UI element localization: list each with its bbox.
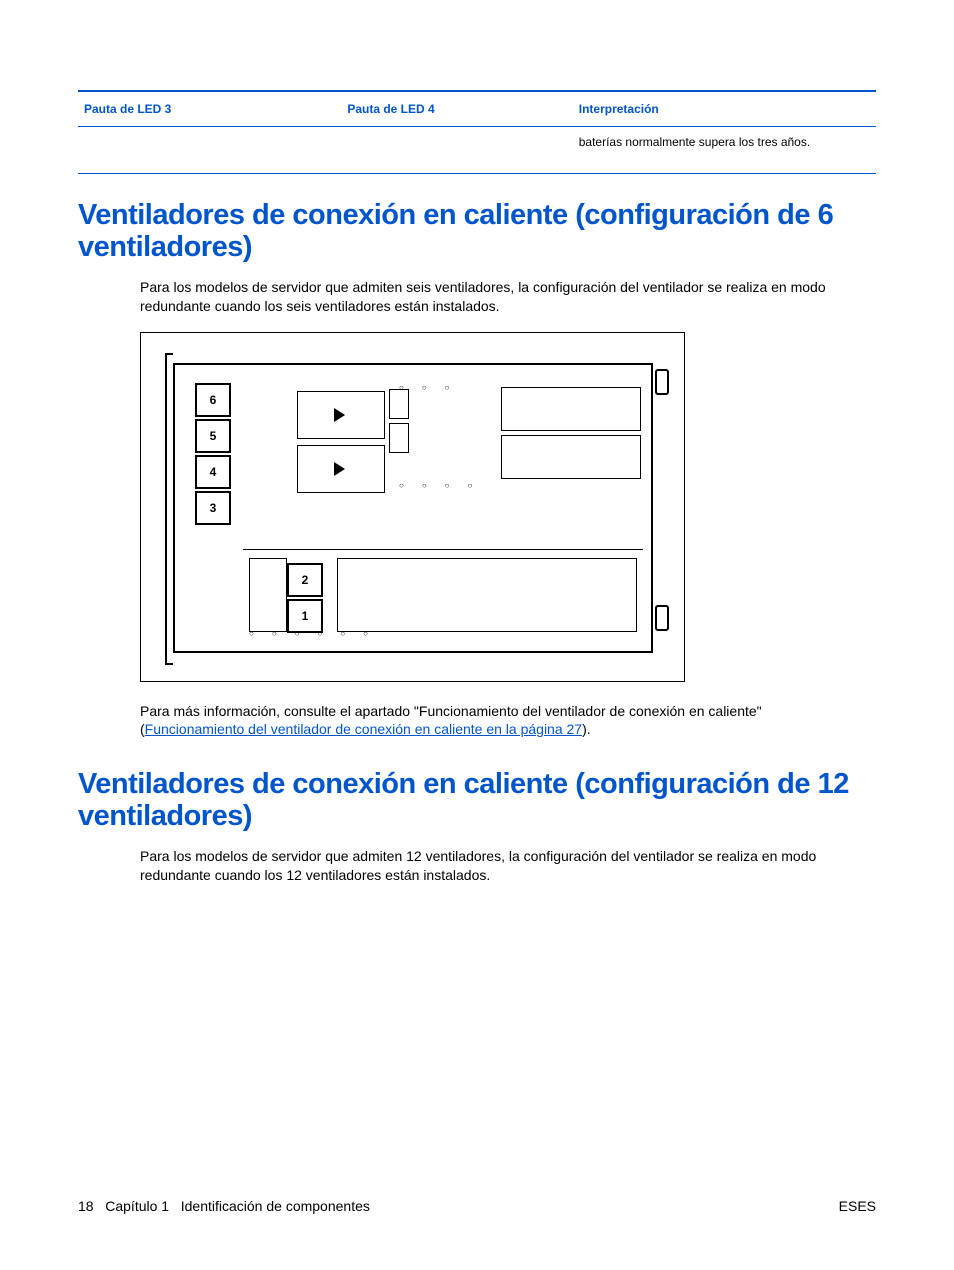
fan-slot-5: 5 (195, 419, 231, 453)
rack-bracket-left-icon (165, 353, 173, 665)
expansion-card-icon (337, 558, 637, 632)
fan-slot-1: 1 (287, 599, 323, 633)
link-fan-operation[interactable]: Funcionamiento del ventilador de conexió… (145, 721, 582, 737)
processor-socket-1-icon (297, 391, 385, 439)
footer-right: ESES (839, 1198, 876, 1214)
server-diagram-6-fans: 6 5 4 3 ○○○ ○○○○ (140, 332, 685, 682)
connector-icon (389, 389, 409, 419)
table-header-led4: Pauta de LED 4 (341, 92, 572, 127)
drive-bay-icon (249, 558, 287, 632)
table-cell-led4 (341, 127, 572, 174)
footer-left: 18 Capítulo 1 Identificación de componen… (78, 1198, 370, 1214)
paragraph-6-fans: Para los modelos de servidor que admiten… (140, 278, 856, 316)
heading-12-fans: Ventiladores de conexión en caliente (co… (78, 769, 876, 833)
chapter-title: Identificación de componentes (181, 1198, 370, 1214)
led-table: Pauta de LED 3 Pauta de LED 4 Interpreta… (78, 90, 876, 174)
ref-text-post: ). (582, 721, 591, 737)
fan-column-left: 6 5 4 3 (195, 383, 231, 527)
table-row: baterías normalmente supera los tres año… (78, 127, 876, 174)
power-supply-1-icon (501, 387, 641, 431)
power-supply-2-icon (501, 435, 641, 479)
screw-holes-mid-icon: ○○○○ (399, 481, 490, 490)
fan-column-inner: 2 1 (287, 563, 323, 635)
table-cell-interp: baterías normalmente supera los tres año… (573, 127, 876, 174)
fan-slot-6: 6 (195, 383, 231, 417)
chapter-label: Capítulo 1 (105, 1198, 169, 1214)
server-chassis-outline: 6 5 4 3 ○○○ ○○○○ (173, 363, 653, 653)
fan-slot-3: 3 (195, 491, 231, 525)
screw-holes-top-icon: ○○○ (399, 383, 468, 392)
table-header-led3: Pauta de LED 3 (78, 92, 341, 127)
fan-slot-4: 4 (195, 455, 231, 489)
heading-6-fans: Ventiladores de conexión en caliente (co… (78, 200, 876, 264)
section-6-fans: Ventiladores de conexión en caliente (co… (78, 200, 876, 739)
rack-handles-right-icon (655, 369, 669, 631)
paragraph-12-fans: Para los modelos de servidor que admiten… (140, 847, 856, 885)
table-cell-led3 (78, 127, 341, 174)
table-header-row: Pauta de LED 3 Pauta de LED 4 Interpreta… (78, 92, 876, 127)
paragraph-6-fans-ref: Para más información, consulte el aparta… (140, 702, 856, 740)
section-12-fans: Ventiladores de conexión en caliente (co… (78, 769, 876, 885)
table-header-interp: Interpretación (573, 92, 876, 127)
page-footer: 18 Capítulo 1 Identificación de componen… (78, 1198, 876, 1214)
connector-icon (389, 423, 409, 453)
fan-slot-2: 2 (287, 563, 323, 597)
page-number: 18 (78, 1198, 94, 1214)
processor-socket-2-icon (297, 445, 385, 493)
